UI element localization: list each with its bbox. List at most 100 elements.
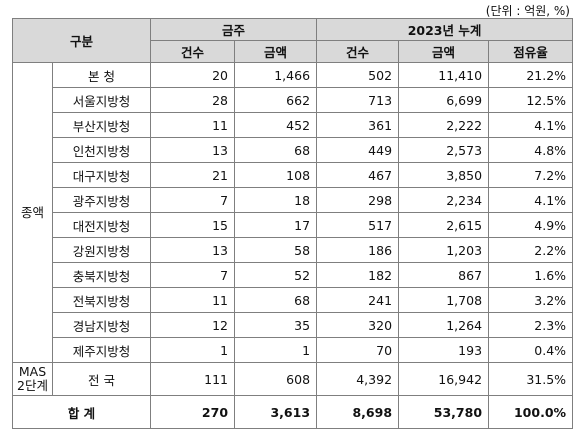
cell: 58 <box>234 237 318 263</box>
table-row: 서울지방청 28 662 713 6,699 12.5% <box>13 87 574 113</box>
cell: 8,698 <box>316 395 400 429</box>
cell: 21 <box>150 162 236 188</box>
row-label: 대전지방청 <box>51 212 152 238</box>
header-row: 구분 금주 2023년 누계 <box>11 18 574 63</box>
cell: 193 <box>398 337 490 363</box>
cell: 320 <box>316 312 400 338</box>
table-row: 부산지방청 11 452 361 2,222 4.1% <box>13 112 574 138</box>
table-row: 대전지방청 15 17 517 2,615 4.9% <box>13 212 574 238</box>
cell: 298 <box>316 187 400 213</box>
cell: 502 <box>316 62 400 88</box>
row-label: 제주지방청 <box>51 337 152 363</box>
row-label: 충북지방청 <box>51 262 152 288</box>
cell: 662 <box>234 87 318 113</box>
header-cell: 금액 <box>398 40 490 63</box>
cell: 270 <box>150 395 236 429</box>
cell: 1,466 <box>234 62 318 88</box>
row-label: 서울지방청 <box>51 87 152 113</box>
header-cell: 점유율 <box>488 40 574 63</box>
cell: 20 <box>150 62 236 88</box>
row-label: 전북지방청 <box>51 287 152 313</box>
cell: 361 <box>316 112 400 138</box>
cell: 68 <box>234 287 318 313</box>
cell: 3.2% <box>488 287 574 313</box>
header-cell: 금액 <box>234 40 318 63</box>
cell: 15 <box>150 212 236 238</box>
row-label: 대구지방청 <box>51 162 152 188</box>
cell: 52 <box>234 262 318 288</box>
cell: 100.0% <box>488 395 574 429</box>
table-row: 대구지방청 21 108 467 3,850 7.2% <box>13 162 574 188</box>
cell: 35 <box>234 312 318 338</box>
header-cell: 금주 <box>150 18 318 41</box>
cell: 1 <box>150 337 236 363</box>
cell: 2,573 <box>398 137 490 163</box>
table-row: 인천지방청 13 68 449 2,573 4.8% <box>13 137 574 163</box>
cell: 7 <box>150 262 236 288</box>
cell: 1,203 <box>398 237 490 263</box>
cell: 867 <box>398 262 490 288</box>
table-row: 광주지방청 7 18 298 2,234 4.1% <box>13 187 574 213</box>
row-label: 경남지방청 <box>51 312 152 338</box>
cell: 713 <box>316 87 400 113</box>
cell: 4.9% <box>488 212 574 238</box>
cell: 449 <box>316 137 400 163</box>
header-cell: 2023년 누계 <box>316 18 574 41</box>
cell: 3,850 <box>398 162 490 188</box>
table-row: 전북지방청 11 68 241 1,708 3.2% <box>13 287 574 313</box>
cell: 2,222 <box>398 112 490 138</box>
cell: 2,615 <box>398 212 490 238</box>
cell: 2.3% <box>488 312 574 338</box>
cell: 6,699 <box>398 87 490 113</box>
cell: 7 <box>150 187 236 213</box>
table-row: 경남지방청 12 35 320 1,264 2.3% <box>13 312 574 338</box>
cell: 2.2% <box>488 237 574 263</box>
cell: 1,708 <box>398 287 490 313</box>
cell: 31.5% <box>488 362 574 396</box>
table-header: 구분 금주 2023년 누계 건수 금액 건수 금액 점유율 <box>11 18 574 63</box>
cell: 13 <box>150 137 236 163</box>
cell: 111 <box>150 362 236 396</box>
table-row: 종액 본 청 20 1,466 502 11,410 21.2% <box>12 62 574 363</box>
cell: 452 <box>234 112 318 138</box>
cell: 11 <box>150 287 236 313</box>
group-label: MAS 2단계 <box>12 362 53 396</box>
row-label: 본 청 <box>51 62 152 88</box>
cell: 68 <box>234 137 318 163</box>
row-label: 광주지방청 <box>51 187 152 213</box>
header-cell: 건수 <box>316 40 400 63</box>
cell: 18 <box>234 187 318 213</box>
table-row: MAS 2단계 전 국 111 608 4,392 16,942 31.5% <box>12 362 574 396</box>
data-table: 구분 금주 2023년 누계 건수 금액 건수 금액 점유율 종액 본 청 20 1,466 5… <box>11 18 574 429</box>
cell: 17 <box>234 212 318 238</box>
cell: 13 <box>150 237 236 263</box>
cell: 467 <box>316 162 400 188</box>
cell: 4.8% <box>488 137 574 163</box>
cell: 2,234 <box>398 187 490 213</box>
cell: 53,780 <box>398 395 490 429</box>
cell: 517 <box>316 212 400 238</box>
cell: 11,410 <box>398 62 490 88</box>
cell: 0.4% <box>488 337 574 363</box>
cell: 28 <box>150 87 236 113</box>
cell: 1 <box>234 337 318 363</box>
cell: 4,392 <box>316 362 400 396</box>
header-cell: 건수 <box>150 40 236 63</box>
cell: 70 <box>316 337 400 363</box>
cell: 21.2% <box>488 62 574 88</box>
cell: 4.1% <box>488 112 574 138</box>
row-label: 부산지방청 <box>51 112 152 138</box>
row-label: 강원지방청 <box>51 237 152 263</box>
cell: 186 <box>316 237 400 263</box>
group-label: 종액 <box>12 62 53 363</box>
cell: 16,942 <box>398 362 490 396</box>
cell: 108 <box>234 162 318 188</box>
cell: 3,613 <box>234 395 318 429</box>
table-row: 충북지방청 7 52 182 867 1.6% <box>13 262 574 288</box>
cell: 4.1% <box>488 187 574 213</box>
total-row: 합 계 270 3,613 8,698 53,780 100.0% <box>11 395 574 429</box>
row-label: 인천지방청 <box>51 137 152 163</box>
row-label: 전 국 <box>51 362 152 396</box>
cell: 608 <box>234 362 318 396</box>
